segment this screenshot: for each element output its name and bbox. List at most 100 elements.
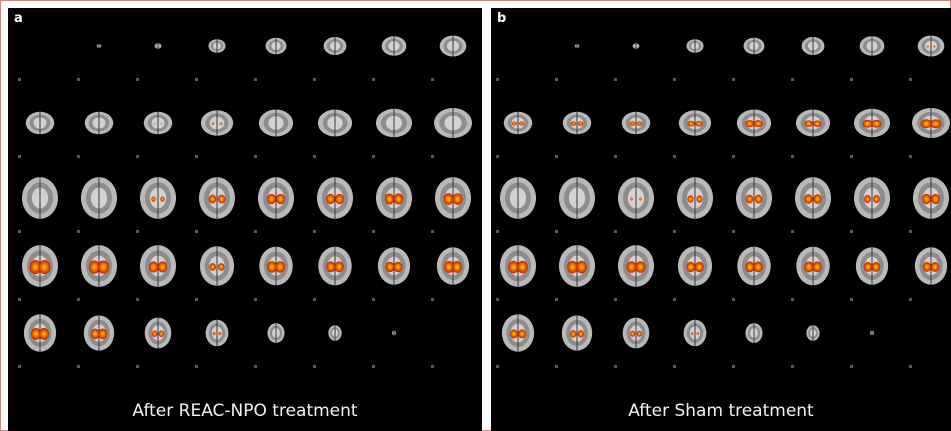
brain-slice [375, 108, 413, 138]
grid-dot [614, 298, 617, 301]
brain-slice [144, 317, 172, 349]
grid-dot [673, 230, 676, 233]
activation-blob [696, 332, 700, 336]
activation-blob [160, 196, 165, 202]
panel-caption-a: After REAC-NPO treatment [132, 401, 358, 421]
activation-blob [933, 45, 936, 48]
activation-blob [217, 263, 225, 271]
brain-slice [392, 330, 396, 336]
brain-slice [318, 246, 352, 286]
brain-slice [80, 177, 118, 219]
brain-slice-montage-a [18, 35, 472, 368]
activation-blob [695, 120, 703, 127]
activation-blob [753, 261, 763, 273]
grid-dot [791, 365, 794, 368]
brain-slice [84, 111, 114, 135]
grid-dot [909, 78, 912, 81]
brain-slice [677, 246, 713, 286]
activation-blob [873, 195, 880, 204]
brain-slice [200, 110, 234, 136]
brain-slice [737, 246, 771, 286]
grid-dot [77, 230, 80, 233]
grid-dot [195, 155, 198, 158]
brain-slice [257, 177, 295, 219]
brain-slice [205, 319, 229, 347]
activation-blob [871, 119, 882, 128]
activation-blob [217, 194, 226, 204]
grid-dot [254, 155, 257, 158]
activation-blob [626, 261, 637, 273]
brain-slice [503, 111, 533, 135]
activation-blob [335, 193, 344, 205]
grid-dot [850, 365, 853, 368]
brain-slice [912, 177, 950, 219]
activation-blob [804, 261, 814, 273]
brain-slice [96, 44, 102, 48]
activation-blob [804, 120, 813, 127]
activation-blob [208, 194, 217, 204]
brain-slice [735, 177, 773, 219]
activation-blob [576, 260, 587, 274]
brain-slice [265, 37, 287, 55]
activation-blob [577, 330, 584, 338]
brain-slice-montage-b [496, 35, 950, 368]
activation-blob [157, 261, 168, 273]
grid-dot [791, 230, 794, 233]
activation-blob [266, 261, 277, 273]
activation-blob [696, 195, 703, 203]
grid-dot [136, 365, 139, 368]
grid-dot [77, 78, 80, 81]
brain-slice [617, 245, 655, 287]
activation-blob [38, 328, 50, 340]
grid-dot [850, 78, 853, 81]
brain-slice [198, 177, 236, 219]
activation-blob [930, 262, 940, 272]
activation-blob [275, 261, 286, 273]
brain-slice [870, 330, 874, 336]
brain-slice [139, 245, 177, 287]
brain-slice [912, 108, 950, 138]
brain-slice [375, 177, 413, 219]
activation-blob [153, 122, 156, 125]
activation-blob [38, 260, 51, 274]
activation-blob [745, 120, 755, 128]
grid-dot [313, 230, 316, 233]
activation-blob [158, 330, 165, 338]
grid-dot [791, 298, 794, 301]
brain-slice [914, 247, 948, 285]
grid-dot [909, 155, 912, 158]
activation-blob [694, 261, 704, 273]
activation-blob [443, 193, 454, 205]
brain-slice [622, 317, 650, 349]
activation-blob [687, 120, 695, 127]
grid-dot [136, 78, 139, 81]
brain-slice [434, 108, 472, 138]
activation-blob [151, 196, 156, 202]
activation-blob [160, 122, 163, 125]
brain-slice [676, 177, 714, 219]
brain-slice [917, 35, 945, 57]
brain-slice [199, 246, 235, 286]
grid-dot [673, 155, 676, 158]
brain-slice [562, 111, 592, 135]
brain-slice [745, 323, 763, 343]
grid-dot [732, 230, 735, 233]
activation-blob [209, 263, 217, 271]
brain-slice [154, 43, 162, 49]
activation-blob [577, 121, 584, 126]
grid-dot [195, 298, 198, 301]
grid-dot [372, 155, 375, 158]
brain-slice [683, 319, 707, 347]
activation-blob [451, 261, 463, 273]
panel-label-b: b [497, 11, 507, 26]
activation-blob [804, 194, 813, 204]
grid-dot [254, 298, 257, 301]
brain-slice [621, 111, 651, 135]
grid-dot [372, 298, 375, 301]
brain-slice [855, 247, 889, 285]
brain-slice [743, 37, 765, 55]
activation-blob [687, 195, 694, 203]
brain-slice [558, 177, 596, 219]
brain-slice [328, 325, 342, 341]
activation-blob [864, 195, 871, 204]
